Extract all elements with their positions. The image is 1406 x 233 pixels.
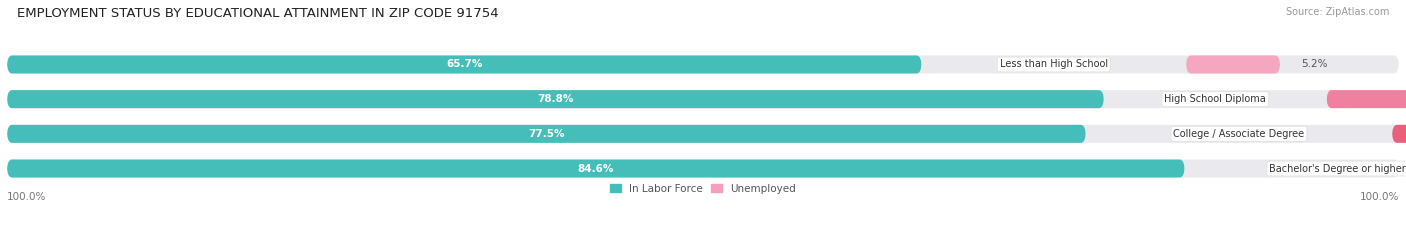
- FancyBboxPatch shape: [1392, 125, 1406, 143]
- FancyBboxPatch shape: [7, 90, 1104, 108]
- Text: Less than High School: Less than High School: [1000, 59, 1108, 69]
- FancyBboxPatch shape: [7, 125, 1399, 143]
- Text: 84.6%: 84.6%: [578, 164, 614, 174]
- Text: 100.0%: 100.0%: [7, 192, 46, 202]
- Text: Bachelor's Degree or higher: Bachelor's Degree or higher: [1270, 164, 1406, 174]
- FancyBboxPatch shape: [7, 125, 1085, 143]
- Text: EMPLOYMENT STATUS BY EDUCATIONAL ATTAINMENT IN ZIP CODE 91754: EMPLOYMENT STATUS BY EDUCATIONAL ATTAINM…: [17, 7, 499, 20]
- Text: Source: ZipAtlas.com: Source: ZipAtlas.com: [1285, 7, 1389, 17]
- FancyBboxPatch shape: [7, 160, 1185, 178]
- FancyBboxPatch shape: [7, 55, 1399, 73]
- Text: 77.5%: 77.5%: [529, 129, 565, 139]
- Text: 65.7%: 65.7%: [446, 59, 482, 69]
- FancyBboxPatch shape: [1187, 55, 1279, 73]
- Text: 78.8%: 78.8%: [537, 94, 574, 104]
- FancyBboxPatch shape: [7, 55, 921, 73]
- Text: High School Diploma: High School Diploma: [1164, 94, 1267, 104]
- Text: 100.0%: 100.0%: [1360, 192, 1399, 202]
- Text: 5.2%: 5.2%: [1301, 59, 1327, 69]
- Legend: In Labor Force, Unemployed: In Labor Force, Unemployed: [606, 179, 800, 198]
- FancyBboxPatch shape: [7, 160, 1399, 178]
- FancyBboxPatch shape: [1327, 90, 1406, 108]
- Text: College / Associate Degree: College / Associate Degree: [1174, 129, 1305, 139]
- FancyBboxPatch shape: [7, 90, 1399, 108]
